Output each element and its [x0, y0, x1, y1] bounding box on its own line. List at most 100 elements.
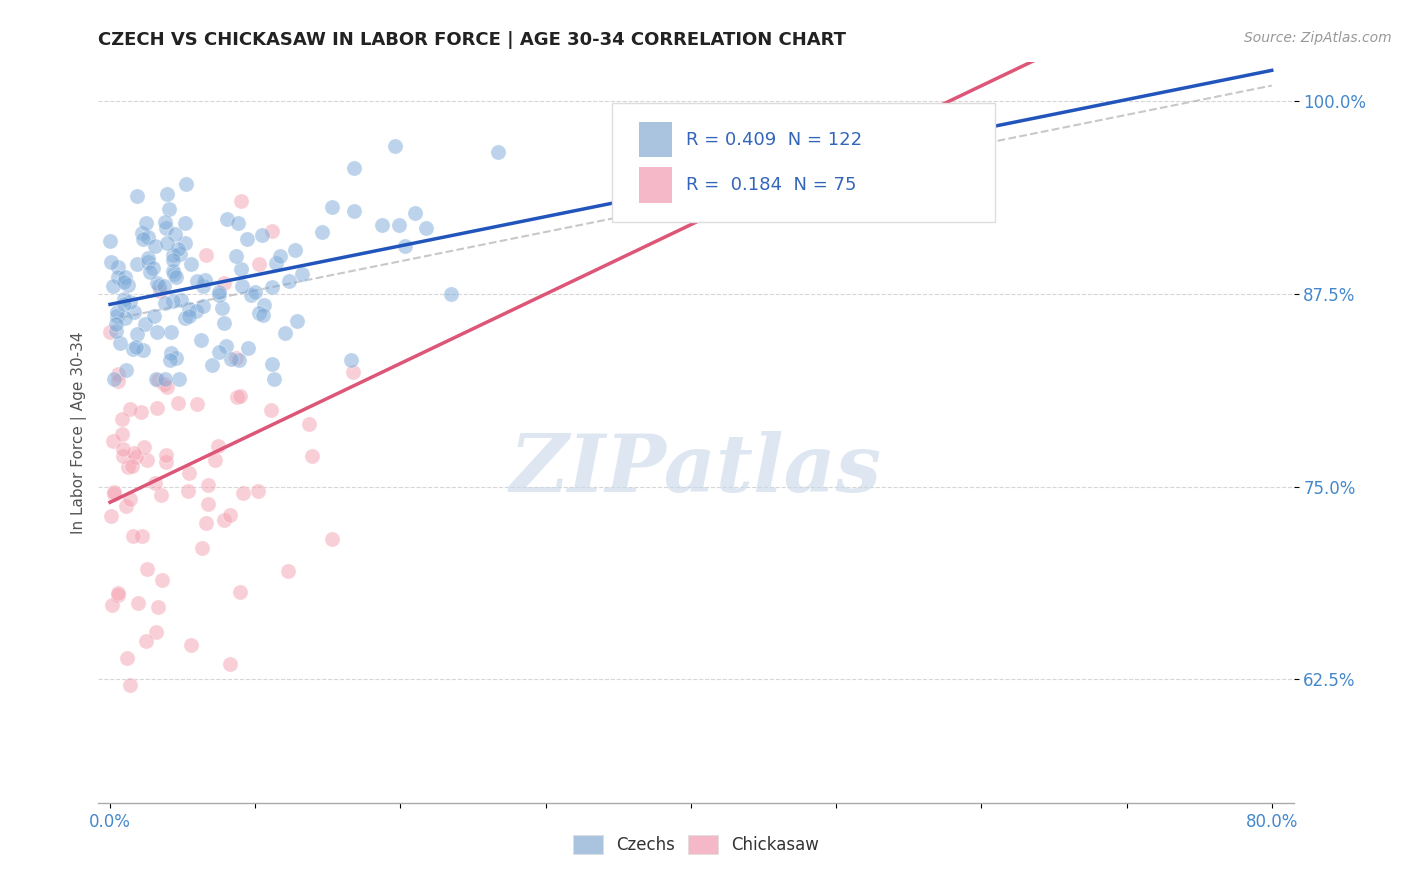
Point — [162, 264, 184, 278]
Point — [404, 206, 426, 220]
Point — [148, 279, 170, 293]
Point — [191, 299, 214, 313]
Point — [145, 371, 167, 385]
Point — [247, 257, 270, 271]
Point — [114, 297, 136, 311]
Point — [150, 488, 173, 502]
Point — [127, 596, 149, 610]
Point — [112, 292, 135, 306]
Point — [125, 450, 148, 464]
Text: R =  0.184  N = 75: R = 0.184 N = 75 — [686, 177, 856, 194]
Point — [311, 226, 333, 240]
Point — [157, 202, 180, 217]
Point — [110, 411, 132, 425]
Point — [108, 335, 131, 350]
Point — [135, 216, 157, 230]
Point — [114, 310, 136, 325]
Point — [143, 309, 166, 323]
Point — [111, 427, 134, 442]
Point — [135, 634, 157, 648]
Point — [103, 371, 125, 385]
Point — [214, 316, 236, 330]
Point — [120, 294, 142, 309]
Point — [165, 351, 187, 365]
Point — [186, 304, 208, 318]
Point — [388, 218, 411, 232]
Point — [115, 362, 138, 376]
Point — [269, 249, 291, 263]
Point — [214, 339, 236, 353]
Point — [274, 326, 297, 340]
Point — [180, 257, 202, 271]
Point — [125, 189, 148, 203]
Point — [142, 260, 165, 275]
Point — [145, 624, 167, 639]
Point — [132, 232, 155, 246]
Point — [195, 248, 218, 262]
Point — [155, 187, 177, 202]
Point — [132, 440, 155, 454]
Point — [263, 371, 285, 385]
Point — [228, 353, 250, 368]
Point — [193, 279, 215, 293]
Point — [301, 449, 323, 463]
Point — [177, 483, 200, 498]
Point — [153, 377, 176, 392]
Y-axis label: In Labor Force | Age 30-34: In Labor Force | Age 30-34 — [72, 331, 87, 534]
Point — [219, 352, 242, 367]
Point — [236, 341, 259, 355]
Point — [165, 270, 187, 285]
Point — [246, 484, 269, 499]
Point — [240, 288, 263, 302]
Point — [115, 499, 138, 513]
Text: Source: ZipAtlas.com: Source: ZipAtlas.com — [1244, 31, 1392, 45]
Point — [179, 309, 201, 323]
Point — [160, 325, 183, 339]
Point — [260, 280, 283, 294]
Point — [101, 599, 124, 613]
Point — [253, 298, 276, 312]
Point — [98, 234, 121, 248]
Point — [138, 255, 160, 269]
Point — [131, 226, 153, 240]
Point — [250, 227, 273, 242]
Point — [155, 296, 177, 310]
Point — [167, 371, 190, 385]
Point — [163, 227, 186, 241]
Point — [186, 396, 208, 410]
Point — [107, 260, 129, 274]
Point — [117, 278, 139, 293]
Point — [218, 657, 240, 672]
Point — [107, 374, 129, 388]
Point — [107, 588, 129, 602]
Point — [277, 564, 299, 578]
Point — [117, 460, 139, 475]
Point — [180, 638, 202, 652]
Point — [371, 218, 394, 232]
Point — [229, 389, 252, 403]
Point — [440, 287, 463, 301]
Point — [197, 496, 219, 510]
Point — [136, 230, 159, 244]
Point — [321, 532, 343, 546]
Point — [201, 358, 224, 372]
Point — [148, 373, 170, 387]
Point — [211, 301, 233, 315]
Point — [139, 265, 162, 279]
Point — [136, 251, 159, 265]
Point — [167, 396, 190, 410]
Point — [162, 248, 184, 262]
Point — [208, 287, 231, 301]
Point — [125, 257, 148, 271]
Point — [245, 285, 267, 300]
Point — [107, 367, 129, 381]
Point — [155, 448, 177, 462]
Point — [107, 586, 129, 600]
Point — [112, 449, 135, 463]
Point — [252, 308, 274, 322]
Point — [166, 242, 188, 256]
Point — [204, 453, 226, 467]
Point — [170, 293, 193, 308]
Point — [229, 261, 252, 276]
Point — [264, 256, 287, 270]
